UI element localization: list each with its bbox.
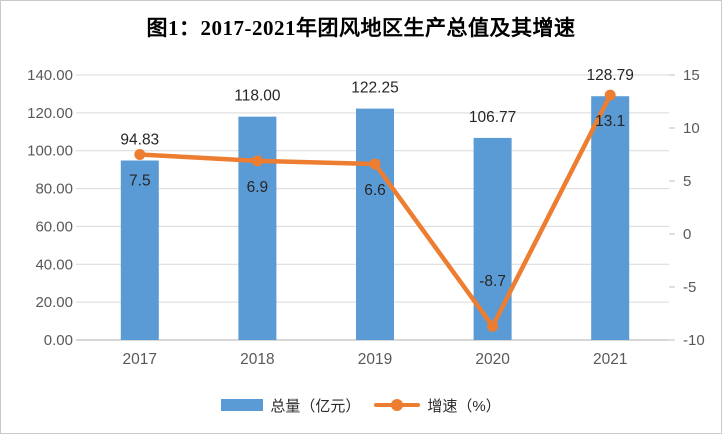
left-axis-tick-label: 40.00 [35,256,73,273]
x-axis-label-2021: 2021 [593,351,627,368]
x-axis-label-2018: 2018 [240,351,274,368]
line-value-label: -8.7 [479,273,506,290]
x-axis-label-2017: 2017 [123,351,157,368]
right-axis-tick-label: 0 [683,226,691,243]
line-marker-2017 [134,149,146,160]
left-axis-tick-label: 0.00 [44,332,73,349]
line-marker-2020 [487,320,499,332]
right-axis-tick-label: -5 [683,279,696,296]
bar-2021 [591,96,630,340]
bar-2018 [238,116,277,341]
legend-item-growth: 增速（%） [374,395,501,416]
right-axis-tick-label: -10 [683,332,705,349]
left-axis-tick-label: 60.00 [35,218,73,235]
line-value-label: 7.5 [129,173,151,190]
left-axis-tick-label: 20.00 [35,294,73,311]
line-value-label: 6.6 [364,182,386,199]
bar-value-label: 118.00 [234,88,281,105]
x-axis-label-2020: 2020 [475,351,510,368]
right-axis-tick-label: 10 [683,120,700,137]
bar-2017 [120,160,159,340]
left-axis-tick-label: 140.00 [27,67,73,84]
bar-2019 [356,108,394,341]
left-axis-tick-label: 100.00 [27,143,73,160]
legend-line-marker-icon [391,399,404,411]
line-marker-2021 [604,89,616,101]
left-axis-tick-label: 120.00 [27,105,73,122]
bar-series-swatch-icon [221,399,264,411]
legend-label-total: 总量（亿元） [270,397,361,415]
bar-value-label: 122.25 [351,80,398,97]
line-value-label: 6.9 [247,179,269,196]
chart-title: 图1：2017-2021年团风地区生产总值及其增速 [146,16,576,40]
right-axis-tick-label: 15 [683,67,700,84]
bar-value-label: 106.77 [469,109,516,126]
right-axis-tick-label: 5 [683,173,691,190]
bar-value-label: 94.83 [120,132,159,149]
line-series-swatch-icon [374,399,421,411]
chart-legend: 总量（亿元） 增速（%） [1,392,721,418]
x-axis-label-2019: 2019 [358,351,392,368]
line-marker-2018 [251,155,263,167]
line-value-label: 13.1 [595,113,625,130]
legend-label-growth: 增速（%） [427,397,501,415]
legend-item-total: 总量（亿元） [221,395,360,416]
bar-value-label: 128.79 [586,67,633,84]
line-marker-2019 [369,158,381,170]
left-axis-tick-label: 80.00 [35,181,73,198]
